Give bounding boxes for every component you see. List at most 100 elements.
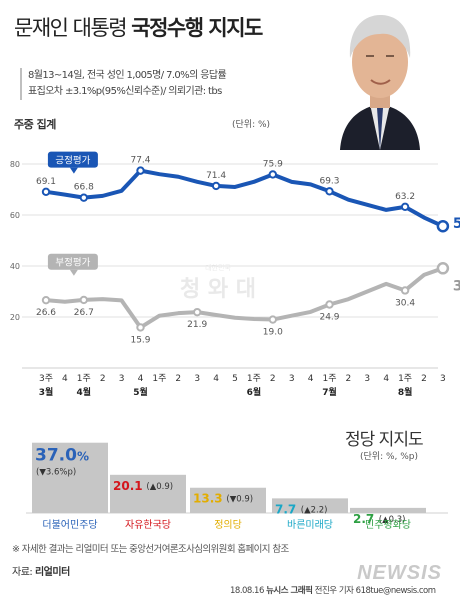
data-point xyxy=(436,219,450,233)
x-tick-label: 4 xyxy=(308,374,314,384)
data-label: 77.4 xyxy=(130,156,150,166)
last-value-label: 39.1% xyxy=(453,278,460,294)
month-label: 8월 xyxy=(398,386,413,398)
data-label: 15.9 xyxy=(130,335,150,345)
party-support-title: 정당 지지도 xyxy=(345,430,424,450)
callout-pointer xyxy=(69,269,78,276)
data-point xyxy=(268,170,277,179)
x-tick-label: 4 xyxy=(213,374,219,384)
party-value: 37.0% xyxy=(35,446,89,466)
data-label: 26.6 xyxy=(36,308,56,318)
x-tick-label: 5 xyxy=(232,374,238,384)
x-tick-label: 3 xyxy=(194,374,200,384)
party-name: 민주평화당 xyxy=(365,519,411,531)
x-tick-label: 2 xyxy=(270,374,276,384)
party-name: 바른미래당 xyxy=(287,519,333,531)
x-tick-label: 3 xyxy=(440,374,446,384)
data-label: 26.7 xyxy=(74,308,94,318)
party-value: 7.7 xyxy=(275,502,296,516)
data-point xyxy=(325,187,334,196)
x-tick-label: 1주 xyxy=(247,373,261,384)
data-label: 24.9 xyxy=(319,313,339,323)
footnote: ※ 자세한 결과는 리얼미터 또는 중앙선거여론조사심의위원회 홈페이지 참조 xyxy=(12,544,289,555)
series-line-positive xyxy=(45,168,444,229)
source: 자료: 리얼미터 xyxy=(12,567,70,578)
month-label: 6월 xyxy=(247,386,262,398)
month-label: 5월 xyxy=(133,386,148,398)
x-tick-label: 1주 xyxy=(398,373,412,384)
x-tick-label: 1주 xyxy=(152,373,166,384)
x-tick-label: 4 xyxy=(138,374,144,384)
survey-info-line2: 표집오차 ±3.1%p(95%신뢰수준)/ 의뢰기관: tbs xyxy=(28,86,222,97)
x-tick-label: 2 xyxy=(175,374,181,384)
x-tick-label: 4 xyxy=(62,374,68,384)
party-change: (▲2.2) xyxy=(301,505,328,515)
data-label: 66.8 xyxy=(74,183,94,193)
x-tick-label: 3 xyxy=(289,374,295,384)
x-tick-label: 2 xyxy=(421,374,427,384)
callout-pointer xyxy=(69,167,78,174)
approval-line-chart: 20406080100 대한민국 청 와 대 69.166.877.471.47… xyxy=(10,151,460,398)
month-label: 3월 xyxy=(39,386,54,398)
series-callout: 부정평가 xyxy=(47,253,98,276)
party-name: 정의당 xyxy=(214,519,242,531)
data-label: 69.3 xyxy=(319,176,339,186)
chart-unit: (단위: %) xyxy=(232,120,271,130)
party-change: (▲0.3) xyxy=(379,515,406,525)
data-point xyxy=(41,295,51,305)
data-point xyxy=(79,193,89,202)
data-label: 30.4 xyxy=(395,298,415,308)
last-value-label: 55.6% xyxy=(453,216,460,232)
data-point xyxy=(325,300,334,309)
x-tick-label: 1주 xyxy=(77,373,91,384)
party-support-chart: 37.0% (▼3.6%p) 더불어민주당 20.1 (▲0.9) 자유한국당 13.3 (▼… xyxy=(26,442,448,531)
x-tick-label: 4 xyxy=(383,374,389,384)
credit-line: 18.08.16 뉴시스 그래픽 전진우 기자 618tue@newsis.co… xyxy=(230,586,436,596)
party-bar xyxy=(190,487,266,513)
y-tick-label: 20 xyxy=(10,313,20,322)
y-tick-label: 60 xyxy=(10,211,20,220)
y-tick-label: 80 xyxy=(10,160,20,169)
party-name: 더불어민주당 xyxy=(42,519,97,531)
data-point xyxy=(79,295,89,305)
x-tick-label: 1주 xyxy=(322,373,336,384)
series-line-negative xyxy=(45,266,444,330)
y-tick-label: 40 xyxy=(10,262,20,271)
party-value: 20.1 xyxy=(113,479,143,493)
data-label: 21.9 xyxy=(187,320,207,330)
party-value: 13.3 xyxy=(193,492,223,506)
month-label: 4월 xyxy=(77,386,92,398)
party-bar xyxy=(110,474,186,513)
data-label: 71.4 xyxy=(206,171,226,181)
party-name: 자유한국당 xyxy=(125,519,171,531)
data-point xyxy=(436,262,450,275)
data-point xyxy=(400,202,410,212)
president-portrait xyxy=(300,0,460,150)
survey-info-line1: 8월13~14일, 전국 성인 1,005명/ 7.0%의 응답률 xyxy=(28,70,227,81)
data-point xyxy=(136,166,145,175)
data-point xyxy=(268,315,277,324)
party-bar xyxy=(272,498,348,513)
data-label: 63.2 xyxy=(395,192,415,202)
series-name: 긍정평가 xyxy=(55,156,90,167)
callout-box xyxy=(47,151,98,168)
data-label: 75.9 xyxy=(263,159,283,169)
watermark-big: 청 와 대 xyxy=(180,277,256,302)
x-tick-label: 3 xyxy=(119,374,125,384)
data-point xyxy=(136,323,145,332)
watermark: 대한민국 청 와 대 xyxy=(180,263,256,302)
data-label: 19.0 xyxy=(263,328,283,338)
party-change: (▼0.9) xyxy=(226,495,253,505)
party-bar xyxy=(32,442,108,513)
x-tick-label: 3주 xyxy=(39,373,53,384)
data-point xyxy=(41,187,51,196)
watermark-small: 대한민국 xyxy=(205,263,231,272)
party-bar xyxy=(350,507,426,513)
data-label: 69.1 xyxy=(36,177,56,187)
month-label: 7월 xyxy=(322,386,337,398)
weekly-label: 주중 집계 xyxy=(14,118,56,131)
series-name: 부정평가 xyxy=(55,258,90,269)
x-tick-label: 2 xyxy=(100,374,106,384)
party-change: (▲0.9) xyxy=(146,482,173,492)
series-callout: 긍정평가 xyxy=(47,151,98,174)
